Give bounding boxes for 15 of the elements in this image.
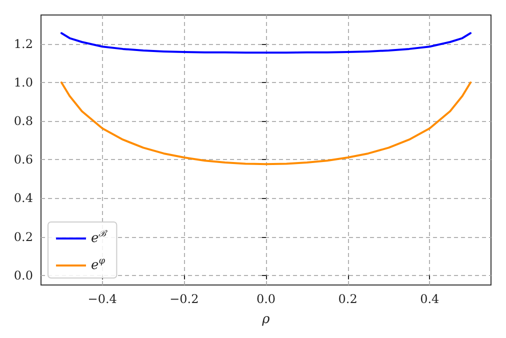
y-tick-label: 0.8 — [14, 114, 33, 128]
x-axis-title: ρ — [261, 312, 270, 327]
line-series — [60, 32, 472, 54]
y-tick-label: 1.2 — [14, 36, 33, 51]
x-tick-label: 0.0 — [256, 292, 276, 306]
x-tick-label: 0.2 — [338, 292, 358, 306]
y-tick-label: 0.6 — [14, 152, 33, 167]
x-tick-label: −0.2 — [170, 292, 199, 306]
y-tick-label: 0.2 — [14, 230, 33, 244]
y-tick-label: 0.4 — [14, 191, 34, 206]
x-tick-label: −0.4 — [88, 292, 118, 306]
y-tick-label: 1.0 — [14, 76, 33, 90]
line-series — [60, 82, 472, 166]
y-tick-label: 0.0 — [14, 268, 33, 282]
x-tick-label: 0.4 — [420, 292, 440, 306]
